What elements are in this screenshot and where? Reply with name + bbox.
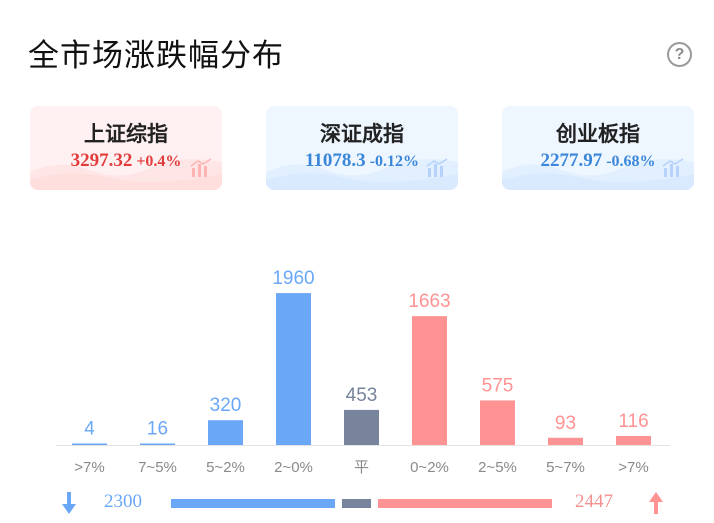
index-change: +0.4% [136, 153, 182, 170]
bar[interactable] [616, 436, 651, 445]
data-label: 4 [84, 419, 95, 440]
trend-chart-icon [662, 158, 684, 177]
data-label: 575 [482, 375, 514, 396]
trend-chart-icon [426, 158, 448, 177]
x-tick-label: 平 [354, 459, 369, 476]
bar[interactable] [480, 400, 515, 445]
bar[interactable] [72, 443, 107, 446]
up-down-summary: 2300 2447 [0, 488, 714, 518]
down-ratio-bar [171, 499, 335, 508]
index-change: -0.68% [606, 153, 656, 170]
up-ratio-bar [378, 499, 552, 508]
data-label: 1663 [408, 291, 450, 312]
index-value: 3297.32 [70, 150, 133, 171]
x-tick-label: 2~5% [478, 459, 517, 476]
card-wave-decoration [502, 159, 694, 190]
bar[interactable] [412, 316, 447, 445]
data-label: 93 [555, 413, 576, 434]
up-count: 2447 [575, 491, 613, 512]
data-label: 16 [147, 419, 168, 440]
card-wave-decoration [30, 159, 222, 190]
data-label: 453 [346, 385, 378, 406]
distribution-bar-chart: 4 >7% 16 7~5% 320 5~2% 1960 2~0% 453 平 1663 0~2% 575… [56, 268, 670, 476]
down-count: 2300 [104, 491, 142, 512]
index-value: 2277.97 [540, 150, 603, 171]
trend-chart-icon [190, 158, 212, 177]
x-tick-label: 2~0% [274, 459, 313, 476]
data-label: 116 [618, 411, 648, 432]
data-label: 1960 [272, 268, 314, 289]
data-label: 320 [210, 395, 242, 416]
x-tick-label: 7~5% [138, 459, 177, 476]
bar[interactable] [140, 443, 175, 446]
arrow-down-icon [62, 492, 76, 514]
flat-ratio-bar [342, 499, 371, 508]
x-tick-label: 0~2% [410, 459, 449, 476]
bar[interactable] [276, 293, 311, 445]
bar[interactable] [344, 409, 379, 445]
index-change: -0.12% [369, 153, 420, 170]
index-value: 11078.3 [304, 150, 366, 171]
index-card-shenzhen[interactable]: 深证成指 11078.3 -0.12% [266, 106, 458, 190]
index-card-chinext[interactable]: 创业板指 2277.97 -0.68% [502, 106, 694, 190]
card-wave-decoration [266, 159, 458, 190]
page-title: 全市场涨跌幅分布 [28, 38, 284, 73]
index-name: 上证综指 [84, 123, 168, 146]
index-name: 创业板指 [556, 123, 640, 146]
x-tick-label: 5~2% [206, 459, 245, 476]
bar[interactable] [548, 437, 583, 445]
bar[interactable] [208, 420, 243, 445]
index-name: 深证成指 [320, 123, 404, 146]
arrow-up-icon [649, 492, 663, 514]
x-tick-label: >7% [618, 459, 648, 476]
help-circle-icon[interactable]: ? [667, 42, 692, 67]
x-tick-label: 5~7% [546, 459, 585, 476]
index-card-shanghai[interactable]: 上证综指 3297.32 +0.4% [30, 106, 222, 190]
x-tick-label: >7% [74, 459, 104, 476]
